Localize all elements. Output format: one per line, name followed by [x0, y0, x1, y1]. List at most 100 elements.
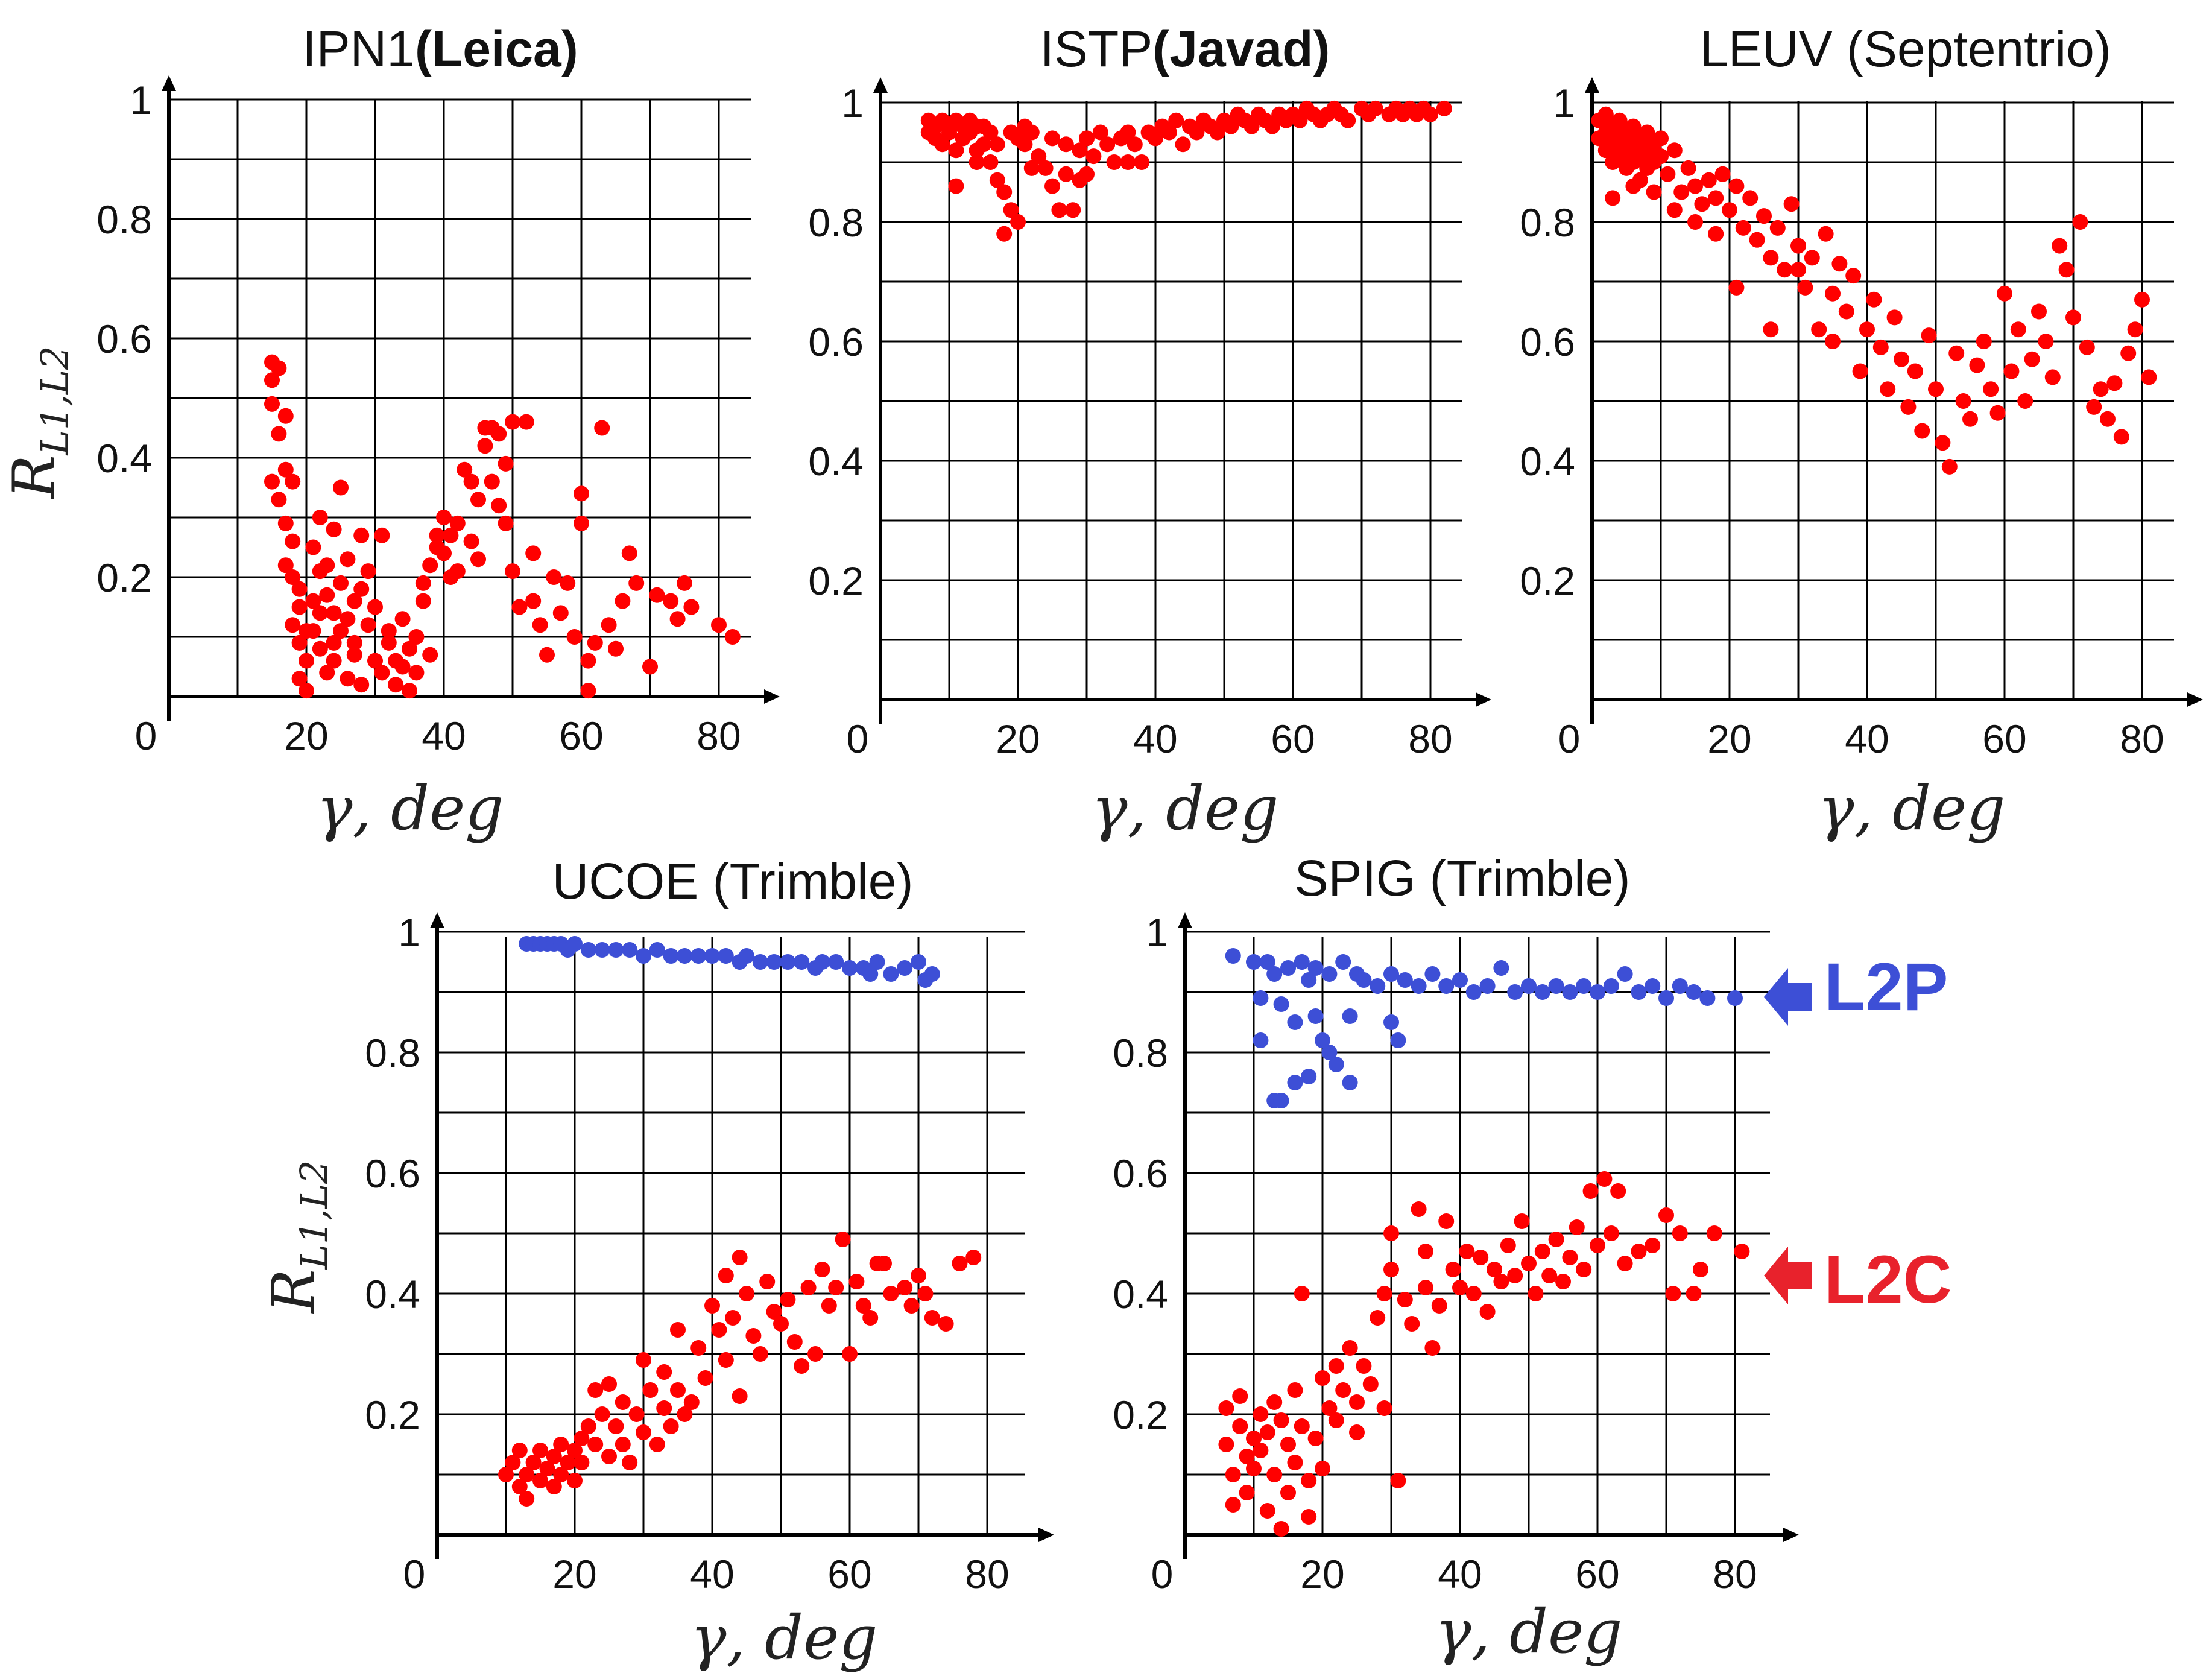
- data-point-l2c: [415, 575, 431, 591]
- data-point-l2c: [989, 172, 1005, 188]
- data-point-l2c: [436, 510, 452, 525]
- data-point-l2c: [601, 617, 617, 633]
- y-tick-label: 0.8: [808, 200, 864, 245]
- data-point-l2c: [511, 1443, 528, 1458]
- data-point-l2p: [1576, 978, 1592, 994]
- data-point-l2c: [1825, 285, 1841, 302]
- data-point-l2c: [402, 683, 417, 699]
- data-point-l2c: [1209, 124, 1225, 141]
- data-point-l2c: [374, 527, 390, 543]
- data-point-l2c: [1597, 106, 1614, 122]
- data-point-l2c: [1900, 399, 1917, 415]
- data-point-l2c: [2134, 291, 2150, 308]
- data-point-l2c: [948, 178, 964, 194]
- data-point-l2c: [1383, 1225, 1399, 1241]
- data-point-l2p: [580, 942, 596, 958]
- data-point-l2p: [1287, 1014, 1303, 1030]
- data-point-l2c: [1280, 1485, 1296, 1500]
- data-point-l2c: [388, 677, 404, 693]
- data-point-l2c: [934, 136, 950, 153]
- data-point-l2c: [1838, 303, 1854, 320]
- data-point-l2p: [1315, 1032, 1330, 1048]
- data-point-l2p: [1273, 1093, 1289, 1108]
- data-point-l2p: [1645, 978, 1661, 994]
- data-point-l2c: [897, 1280, 913, 1295]
- data-point-l2c: [1983, 381, 1999, 397]
- data-point-l2p: [1342, 1008, 1358, 1024]
- title-bold: (Leica): [415, 21, 578, 77]
- data-point-l2p: [1370, 978, 1386, 994]
- data-point-l2c: [1921, 327, 1937, 344]
- data-point-l2c: [1321, 1400, 1338, 1416]
- data-point-l2c: [505, 414, 520, 430]
- y-tick-label: 0.4: [808, 439, 864, 484]
- data-point-l2c: [449, 515, 466, 531]
- data-point-l2c: [1072, 172, 1088, 188]
- data-point-l2p: [883, 966, 899, 982]
- data-point-l2p: [1307, 960, 1324, 976]
- data-point-l2c: [1058, 136, 1074, 153]
- data-point-l2c: [1349, 1394, 1365, 1410]
- panel-ucoe: UCOE (Trimble) 0 20 40 60 80 1 0.8 0.6 0.4 0.2 γ,…: [260, 853, 1054, 1673]
- data-point-l2p: [1307, 1008, 1324, 1024]
- data-point-l2c: [1811, 321, 1827, 338]
- title-main: IPN1: [302, 21, 415, 77]
- data-point-l2c: [677, 1406, 693, 1422]
- data-point-l2c: [766, 1304, 782, 1320]
- data-point-l2c: [333, 575, 349, 591]
- data-point-l2p: [1438, 978, 1455, 994]
- title-main: ISTP: [1040, 21, 1153, 77]
- title-main: UCOE (Trimble): [552, 853, 914, 909]
- data-point-l2c: [525, 1455, 542, 1470]
- data-point-l2p: [1321, 966, 1338, 982]
- data-point-l2c: [1259, 1503, 1275, 1519]
- x-tick-label: 40: [422, 713, 466, 758]
- y-tick-label: 1: [841, 81, 864, 125]
- data-point-l2c: [299, 683, 314, 699]
- data-point-l2c: [1666, 202, 1683, 218]
- data-point-l2c: [2086, 399, 2102, 415]
- data-point-l2c: [1356, 1358, 1372, 1374]
- x-tick-label: 40: [1845, 716, 1889, 761]
- data-point-l2c: [800, 1280, 817, 1295]
- data-point-l2c: [1493, 1274, 1509, 1289]
- data-point-l2c: [491, 498, 507, 514]
- data-point-l2c: [1631, 1244, 1647, 1259]
- data-point-l2c: [1734, 1244, 1750, 1259]
- x-tick-label: 0: [135, 713, 157, 758]
- data-point-l2c: [1058, 166, 1074, 182]
- data-point-l2p: [1699, 990, 1716, 1006]
- title-main: SPIG (Trimble): [1295, 850, 1631, 906]
- data-point-l2c: [326, 605, 342, 621]
- data-point-l2c: [498, 1467, 514, 1482]
- data-point-l2c: [1872, 339, 1889, 355]
- data-point-l2c: [1521, 1256, 1537, 1271]
- data-point-l2c: [1693, 1262, 1708, 1277]
- data-point-l2c: [615, 1437, 631, 1452]
- data-point-l2c: [1383, 1262, 1399, 1277]
- data-point-l2c: [567, 1443, 583, 1458]
- data-point-l2c: [477, 420, 493, 436]
- data-point-l2c: [1473, 1250, 1489, 1265]
- x-axis-label: γ, deg: [317, 773, 504, 844]
- data-point-l2p: [1259, 954, 1275, 970]
- data-point-l2c: [1232, 1388, 1248, 1404]
- data-point-l2c: [333, 479, 349, 496]
- data-point-l2c: [1528, 1286, 1544, 1301]
- data-point-l2c: [1287, 1382, 1303, 1398]
- data-point-l2c: [1680, 160, 1696, 176]
- data-point-l2c: [271, 360, 287, 376]
- data-point-l2c: [718, 1268, 734, 1283]
- data-point-l2p: [1253, 990, 1269, 1006]
- data-point-l2c: [1003, 202, 1019, 218]
- data-point-l2c: [574, 1455, 590, 1470]
- data-point-l2p: [1686, 984, 1702, 1000]
- data-point-l2c: [374, 665, 390, 681]
- data-point-l2c: [855, 1298, 871, 1314]
- data-point-l2c: [1804, 250, 1820, 266]
- data-point-l2c: [285, 569, 301, 585]
- x-axis-arrow-icon: [2187, 692, 2203, 707]
- data-point-l2c: [470, 551, 486, 568]
- data-point-l2c: [670, 1382, 686, 1398]
- data-point-l2c: [1301, 1509, 1317, 1525]
